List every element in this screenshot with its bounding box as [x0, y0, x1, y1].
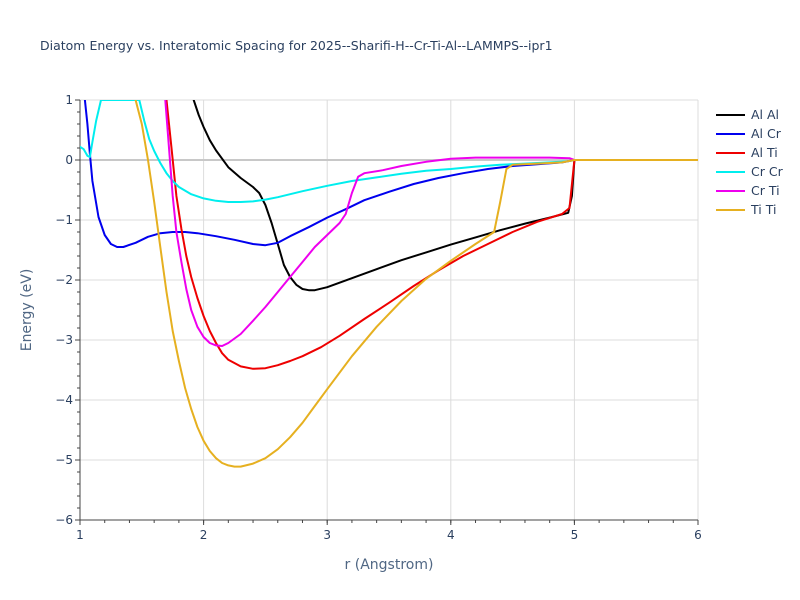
- legend-item[interactable]: Cr Ti: [716, 183, 780, 198]
- legend-label: Cr Ti: [751, 183, 780, 198]
- y-tick-label: 1: [65, 93, 73, 107]
- series-line-al-ti: [165, 100, 698, 370]
- x-tick-label: 5: [571, 528, 579, 542]
- series-line-ti-ti: [134, 100, 698, 468]
- series-lines: [80, 100, 698, 468]
- x-tick-label: 6: [694, 528, 702, 542]
- y-tick-label: −6: [55, 513, 73, 527]
- axes: 1 2 3 4 5 6 1 0 −1 −2 −3 −4 −5 −6: [55, 93, 702, 542]
- legend-item[interactable]: Cr Cr: [716, 164, 784, 179]
- x-tick-label: 3: [323, 528, 331, 542]
- legend-item[interactable]: Al Al: [716, 107, 779, 122]
- legend-item[interactable]: Al Ti: [716, 145, 778, 160]
- legend-item[interactable]: Al Cr: [716, 126, 782, 141]
- series-line-al-al: [192, 100, 698, 292]
- y-tick-label: −3: [55, 333, 73, 347]
- legend[interactable]: Al Al Al Cr Al Ti Cr Cr Cr Ti Ti Ti: [716, 107, 784, 217]
- y-tick-label: −1: [55, 213, 73, 227]
- y-axis-title: Energy (eV): [19, 269, 35, 352]
- series-line-cr-ti: [164, 100, 698, 347]
- x-tick-label: 2: [200, 528, 208, 542]
- series-line-cr-cr: [80, 100, 698, 203]
- legend-item[interactable]: Ti Ti: [716, 202, 776, 217]
- legend-label: Cr Cr: [751, 164, 784, 179]
- x-axis-title: r (Angstrom): [345, 557, 434, 573]
- y-tick-label: 0: [65, 153, 73, 167]
- chart-title: Diatom Energy vs. Interatomic Spacing fo…: [40, 38, 553, 53]
- legend-label: Al Ti: [751, 145, 778, 160]
- legend-label: Al Al: [751, 107, 779, 122]
- x-tick-label: 1: [76, 528, 84, 542]
- x-tick-label: 4: [447, 528, 455, 542]
- y-tick-label: −2: [55, 273, 73, 287]
- y-tick-label: −5: [55, 453, 73, 467]
- legend-label: Ti Ti: [750, 202, 776, 217]
- y-tick-label: −4: [55, 393, 73, 407]
- series-line-al-cr: [83, 100, 698, 248]
- legend-label: Al Cr: [751, 126, 782, 141]
